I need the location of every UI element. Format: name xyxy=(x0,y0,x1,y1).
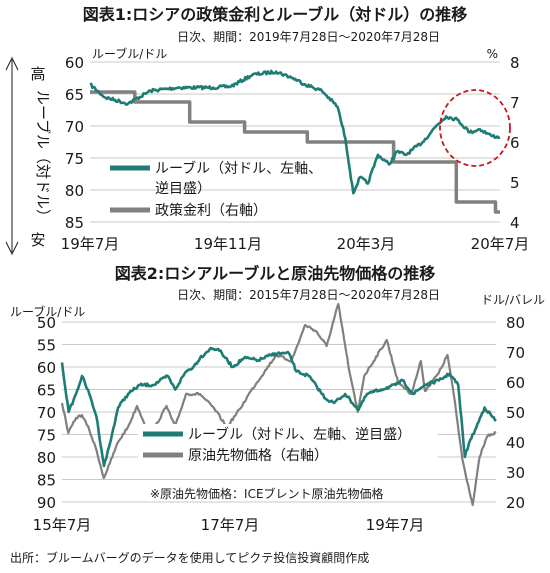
f2-left-tick-label: 85 xyxy=(37,472,56,490)
figure1-series xyxy=(89,69,501,214)
f1-left-tick-label: 85 xyxy=(65,214,84,232)
figure2-legend-oil-label: 原油先物価格（右軸） xyxy=(188,448,328,464)
f1-left-tick-label: 70 xyxy=(65,118,84,136)
f2-left-tick-label: 75 xyxy=(37,427,56,445)
f2-series-ruble xyxy=(60,346,497,468)
f1-left-tick-label: 75 xyxy=(65,150,84,168)
f2-right-tick-label: 70 xyxy=(506,344,525,362)
figure1-right-axis-ticks: 8 7 6 5 4 xyxy=(510,54,520,232)
figure1-right-unit: % xyxy=(487,47,498,61)
f1-right-tick-label: 4 xyxy=(510,214,520,232)
f2-left-tick-label: 80 xyxy=(37,449,56,467)
figure2-title: 図表2:ロシアルーブルと原油先物価格の推移 xyxy=(115,264,435,283)
f2-right-tick-label: 30 xyxy=(506,464,525,482)
f1-left-tick-label: 80 xyxy=(65,182,84,200)
f1-right-tick-label: 8 xyxy=(510,54,520,72)
figure1-legend: ルーブル（対ドル、左軸、 逆目盛） 政策金利（右軸） xyxy=(110,160,322,219)
f2-right-tick-label: 40 xyxy=(506,434,525,452)
f1-right-tick-label: 5 xyxy=(510,174,520,192)
f2-series-oil xyxy=(60,302,497,507)
figure1-left-unit: ルーブル/ドル xyxy=(92,46,167,61)
figure1-gridlines xyxy=(90,61,500,223)
figure2-series xyxy=(60,302,497,507)
f2-right-tick-label: 80 xyxy=(506,314,525,332)
figure1-side-middle: ルーブル（対ドル） xyxy=(34,90,52,224)
figure2-right-axis-ticks: 80 70 60 50 40 30 20 xyxy=(506,314,525,512)
f1-series-ruble xyxy=(89,69,501,195)
f1-x-tick-label: 20年3月 xyxy=(337,235,396,253)
figure2-subtitle: 日次、期間：2015年7月28日〜2020年7月28日 xyxy=(177,288,440,302)
f1-right-tick-label: 6 xyxy=(510,134,520,152)
f2-x-tick-label: 19年7月 xyxy=(366,516,425,534)
f2-x-tick-label: 15年7月 xyxy=(33,516,92,534)
figure2-left-unit: ルーブル/ドル xyxy=(10,304,85,319)
figure2-note: ※原油先物価格：ICEブレント原油先物価格 xyxy=(150,486,384,501)
figure1-title: 図表1:ロシアの政策金利とルーブル（対ドル）の推移 xyxy=(83,5,468,24)
figure1-left-axis-ticks: 60 65 70 75 80 85 xyxy=(65,54,84,232)
f1-left-tick-label: 65 xyxy=(65,86,84,104)
figure2-legend-background xyxy=(138,424,438,466)
figure1-x-axis-ticks: 19年7月 19年11月 20年3月 20年7月 xyxy=(61,235,530,253)
figure1-subtitle: 日次、期間：2019年7月28日〜2020年7月28日 xyxy=(177,30,440,44)
figure1-legend-ruble-label-2: 逆目盛） xyxy=(155,181,211,197)
f1-right-tick-label: 7 xyxy=(510,94,520,112)
figure2-legend-ruble-label: ルーブル（対ドル、左軸、逆目盛） xyxy=(188,426,411,443)
figure2-legend: ルーブル（対ドル、左軸、逆目盛） 原油先物価格（右軸） xyxy=(138,424,438,466)
figure1-side-arrow xyxy=(5,56,19,256)
figure2-left-axis-ticks: 50 55 60 65 70 75 80 85 90 xyxy=(37,314,56,512)
figure1: 図表1:ロシアの政策金利とルーブル（対ドル）の推移 日次、期間：2019年7月2… xyxy=(5,5,530,256)
figure2: 図表2:ロシアルーブルと原油先物価格の推移 日次、期間：2015年7月28日〜2… xyxy=(10,264,545,534)
figure2-gridlines xyxy=(62,321,496,503)
figure1-legend-ruble-label-1: ルーブル（対ドル、左軸、 xyxy=(155,160,322,177)
figure2-right-unit: ドル/バレル xyxy=(481,293,545,307)
f2-left-tick-label: 70 xyxy=(37,404,56,422)
f2-x-tick-label: 17年7月 xyxy=(201,516,260,534)
f2-left-tick-label: 60 xyxy=(37,359,56,377)
f2-left-tick-label: 90 xyxy=(37,494,56,512)
f2-right-tick-label: 60 xyxy=(506,374,525,392)
f2-right-tick-label: 20 xyxy=(506,494,525,512)
figure2-x-axis-ticks: 15年7月 17年7月 19年7月 xyxy=(33,516,425,534)
figure1-side-low: 安 xyxy=(30,231,45,249)
figure1-legend-policy-label: 政策金利（右軸） xyxy=(155,202,267,219)
f2-left-tick-label: 55 xyxy=(37,337,56,355)
f1-left-tick-label: 60 xyxy=(65,54,84,72)
source-note: 出所：ブルームバーグのデータを使用してピクテ投信投資顧問作成 xyxy=(10,550,369,565)
f2-right-tick-label: 50 xyxy=(506,404,525,422)
f1-x-tick-label: 20年7月 xyxy=(471,235,530,253)
f1-x-tick-label: 19年11月 xyxy=(194,235,262,253)
figure1-side-high: 高 xyxy=(30,65,45,83)
f1-series-policy-rate xyxy=(90,90,500,214)
f2-left-tick-label: 50 xyxy=(37,314,56,332)
f2-left-tick-label: 65 xyxy=(37,382,56,400)
figure1-highlight-circle xyxy=(439,89,511,167)
f1-x-tick-label: 19年7月 xyxy=(61,235,120,253)
